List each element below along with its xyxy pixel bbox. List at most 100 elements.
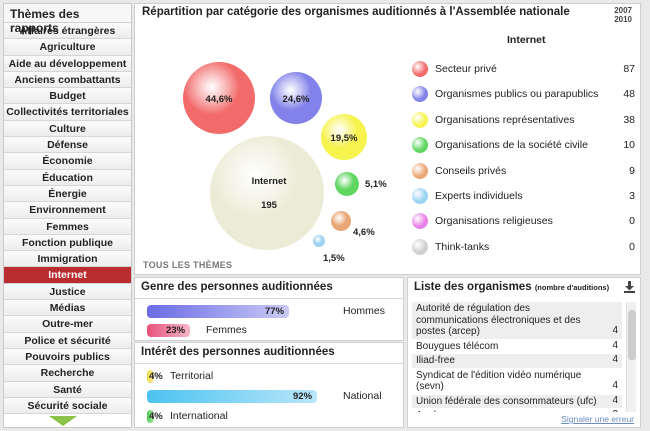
divider <box>135 363 403 364</box>
sidebar-item[interactable]: Fonction publique <box>4 234 131 252</box>
genre-panel: Genre des personnes auditionnées 77% Homm… <box>134 277 404 341</box>
category-bubble-label: 1,5% <box>323 253 345 264</box>
category-legend: Secteur privé 87 Organismes publics ou par… <box>411 59 637 262</box>
sidebar-item[interactable]: Immigration <box>4 251 131 268</box>
organisme-row[interactable]: Bouygues télécom 4 <box>412 339 622 354</box>
sidebar-item[interactable]: Énergie <box>4 185 131 203</box>
legend-count: 10 <box>623 139 635 152</box>
total-bubble[interactable] <box>210 136 324 250</box>
sidebar-item[interactable]: Environnement <box>4 202 131 219</box>
year-start: 2007 <box>614 6 632 15</box>
bar-value: 4% <box>149 371 163 382</box>
interet-title: Intérêt des personnes auditionnées <box>141 346 335 358</box>
sidebar-item[interactable]: Culture <box>4 120 131 138</box>
organisme-count: 4 <box>612 354 618 365</box>
legend-label: Organisations représentatives <box>435 113 575 126</box>
scrollbar-thumb[interactable] <box>628 310 636 360</box>
sidebar-item[interactable]: Éducation <box>4 169 131 186</box>
organisme-row[interactable]: Iliad-free 4 <box>412 354 622 369</box>
legend-dot-icon <box>412 86 428 103</box>
bar-value: 23% <box>166 325 186 336</box>
legend-row[interactable]: Think-tanks 0 <box>411 237 637 262</box>
sidebar-item[interactable]: Police et sécurité <box>4 332 131 349</box>
legend-count: 3 <box>629 189 635 202</box>
legend-row[interactable]: Organisations représentatives 38 <box>411 110 637 135</box>
legend-count: 0 <box>629 240 635 253</box>
legend-row[interactable]: Conseils privés 9 <box>411 161 637 186</box>
list-scrollbar[interactable] <box>626 302 636 412</box>
organisme-name: Apple <box>416 410 442 412</box>
sidebar-item[interactable]: Recherche <box>4 365 131 382</box>
scroll-down-arrow-icon[interactable] <box>49 416 77 426</box>
sidebar-item[interactable]: Outre-mer <box>4 316 131 333</box>
legend-count: 38 <box>623 113 635 126</box>
legend-row[interactable]: Organisations religieuses 0 <box>411 211 637 236</box>
all-themes-link[interactable]: TOUS LES THÈMES <box>143 260 233 270</box>
sidebar-item[interactable]: Défense <box>4 137 131 154</box>
organisme-count: 4 <box>612 380 618 391</box>
organisme-name: Iliad-free <box>416 355 455 366</box>
legend-dot-icon <box>412 238 428 255</box>
category-bubble[interactable] <box>183 62 255 134</box>
legend-row[interactable]: Organisations de la société civile 10 <box>411 135 637 160</box>
legend-dot-icon <box>412 213 428 230</box>
organisme-count: 4 <box>612 394 618 406</box>
bar-label: Femmes <box>206 324 247 336</box>
sidebar-item[interactable]: Budget <box>4 88 131 105</box>
organisme-row[interactable]: Union fédérale des consommateurs (ufc) 4 <box>412 394 622 409</box>
bar-value: 92% <box>293 391 313 402</box>
organisme-row[interactable]: Autorité de régulation des communication… <box>412 302 622 340</box>
bar-label: Hommes <box>343 305 386 317</box>
sidebar-item[interactable]: Internet <box>4 267 131 284</box>
sidebar-item[interactable]: Justice <box>4 283 131 301</box>
category-bubble[interactable] <box>313 235 325 247</box>
legend-count: 9 <box>629 164 635 177</box>
legend-row[interactable]: Experts individuels 3 <box>411 186 637 211</box>
bar <box>147 324 190 337</box>
legend-label: Organisations religieuses <box>435 215 553 228</box>
bar <box>147 390 317 403</box>
bar-label: National <box>343 390 382 402</box>
organisme-name: Autorité de régulation des communication… <box>416 303 581 337</box>
legend-row[interactable]: Secteur privé 87 <box>411 59 637 84</box>
organisme-row[interactable]: Syndicat de l'édition vidéo numérique (s… <box>412 369 622 395</box>
sidebar-item[interactable]: Sécurité sociale <box>4 397 131 415</box>
sidebar-item[interactable]: Anciens combattants <box>4 71 131 89</box>
legend-dot-icon <box>412 187 428 204</box>
bar-label: International <box>170 410 228 422</box>
category-bubble-label: 44,6% <box>206 94 233 105</box>
sidebar-item[interactable]: Collectivités territoriales <box>4 104 131 121</box>
main-title: Répartition par catégorie des organismes… <box>142 6 570 18</box>
sidebar-item[interactable]: Médias <box>4 300 131 317</box>
organisme-row[interactable]: Apple 3 <box>412 409 622 412</box>
category-bubble[interactable] <box>335 172 359 196</box>
sidebar-item[interactable]: Économie <box>4 153 131 170</box>
sidebar-item[interactable]: Affaires étrangères <box>4 23 131 40</box>
bar <box>147 410 154 423</box>
report-error-link[interactable]: Signaler une erreur <box>561 414 634 424</box>
category-bubble[interactable] <box>331 211 351 231</box>
legend-label: Organismes publics ou parapublics <box>435 88 599 101</box>
sidebar-item[interactable]: Pouvoirs publics <box>4 348 131 366</box>
bubble-chart: Internet 195 44,6% 24,6% 19,5% 5,1% 4,6% 1,5% <box>183 62 387 264</box>
category-bubble[interactable] <box>270 72 322 124</box>
sidebar-item[interactable]: Femmes <box>4 218 131 235</box>
sidebar-item[interactable]: Aide au développement <box>4 55 131 72</box>
legend-dot-icon <box>412 61 428 77</box>
sidebar-item[interactable]: Agriculture <box>4 39 131 56</box>
legend-row[interactable]: Organismes publics ou parapublics 48 <box>411 84 637 109</box>
organisme-count: 4 <box>612 339 618 351</box>
years-label: 2007 2010 <box>614 6 632 24</box>
interet-panel: Intérêt des personnes auditionnées 4% Ter… <box>134 342 404 428</box>
organisme-name: Syndicat de l'édition vidéo numérique (s… <box>416 369 582 393</box>
themes-sidebar: Thèmes des rapports Affaires étrangèresA… <box>3 3 132 428</box>
total-bubble-label: Internet <box>252 176 288 187</box>
category-bubble[interactable] <box>321 114 367 160</box>
bar-label: Territorial <box>170 370 214 382</box>
download-icon[interactable] <box>624 281 635 293</box>
sidebar-item[interactable]: Santé <box>4 381 131 398</box>
total-bubble-value: 195 <box>261 200 278 211</box>
category-bubble-label: 19,5% <box>331 133 358 144</box>
organisme-count: 4 <box>612 325 618 336</box>
